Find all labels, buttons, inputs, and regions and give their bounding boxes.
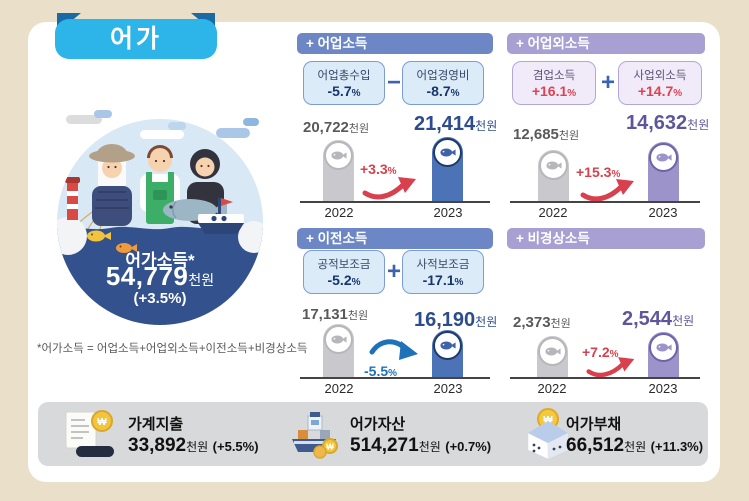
cloud-icon	[216, 128, 250, 138]
curr-year-value: 16,190천원	[414, 309, 498, 331]
footer-item-fishery-assets: 어가자산 514,271천원 (+0.7%)	[350, 416, 492, 456]
fish-icon	[539, 151, 568, 180]
hero-income-change: (+3.5%)	[133, 290, 187, 307]
prev-year-value: 12,685천원	[513, 126, 580, 143]
footer-stats-bar	[38, 402, 708, 466]
plus-operator: +	[600, 69, 615, 96]
bar-2023	[648, 332, 679, 378]
year-label: 2023	[433, 381, 463, 396]
year-label: 2022	[324, 381, 354, 396]
axis-baseline	[300, 377, 490, 379]
change-rate: +3.3%	[360, 161, 397, 177]
section-title-transfer-income: + 이전소득	[297, 228, 493, 249]
bar-2022	[323, 140, 354, 202]
cloud-icon	[66, 115, 102, 124]
year-label: 2023	[648, 381, 678, 396]
trend-up-arrow-icon	[362, 177, 416, 200]
prev-year-value: 20,722천원	[303, 119, 370, 136]
factor-box: 사적보조금 -17.1%	[402, 250, 484, 294]
curr-year-value: 2,544천원	[622, 308, 695, 330]
factor-box: 겸업소득 +16.1%	[512, 61, 596, 105]
footer-item-household-expenditure: 가계지출 33,892천원 (+5.5%)	[128, 416, 259, 456]
factor-box: 사업외소득 +14.7%	[618, 61, 702, 105]
boat-icon	[198, 198, 244, 234]
section-title-fishing-income: + 어업소득	[297, 33, 493, 54]
footer-item-fishery-debt: 어가부채 66,512천원 (+11.3%)	[566, 416, 704, 456]
fish-icon	[324, 325, 353, 354]
prev-year-value: 2,373천원	[513, 314, 571, 331]
bar-2022	[323, 324, 354, 378]
bar-2022	[538, 150, 569, 202]
bar-2023	[432, 137, 463, 202]
trend-up-arrow-icon	[586, 357, 635, 378]
change-rate: +7.2%	[582, 344, 619, 360]
factor-box: 어업총수입 -5.7%	[303, 61, 385, 105]
trend-down-arrow-icon	[369, 339, 418, 360]
fish-icon	[649, 143, 678, 172]
fishing-boat-icon: ₩	[292, 412, 338, 459]
hero-income-value: 54,779천원	[105, 261, 215, 291]
fish-icon	[433, 331, 462, 360]
axis-baseline	[300, 201, 490, 203]
sea	[57, 226, 263, 325]
fish-icon	[538, 337, 567, 366]
year-label: 2022	[537, 381, 567, 396]
svg-text:₩: ₩	[543, 415, 553, 426]
section-title-irregular-income: + 비경상소득	[507, 228, 705, 249]
plus-operator: +	[386, 258, 401, 285]
fish-icon	[433, 138, 462, 167]
curr-year-value: 21,414천원	[414, 113, 498, 135]
change-rate: -5.5%	[364, 363, 398, 379]
axis-baseline	[510, 377, 700, 379]
prev-year-value: 17,131천원	[302, 306, 369, 323]
small-fish-icon	[87, 230, 137, 253]
fisher-middle	[140, 145, 180, 224]
fisher-right	[163, 149, 227, 224]
bar-2022	[537, 336, 568, 378]
page-title: 어가	[109, 25, 162, 53]
minus-operator: −	[386, 69, 401, 96]
factor-box: 어업경영비 -8.7%	[402, 61, 484, 105]
fishing-family-illustration	[57, 110, 263, 325]
trend-up-arrow-icon	[580, 179, 634, 202]
hero-income-label: 어가소득*	[125, 251, 195, 270]
bar-2023	[648, 142, 679, 202]
house-coin-icon: ₩	[527, 408, 568, 460]
year-label: 2023	[648, 205, 678, 220]
svg-text:₩: ₩	[97, 417, 107, 428]
fisher-left	[89, 144, 135, 226]
factor-box: 공적보조금 -5.2%	[303, 250, 385, 294]
change-rate: +15.3%	[576, 164, 621, 180]
year-label: 2022	[324, 205, 354, 220]
axis-baseline	[510, 201, 700, 203]
lighthouse-icon	[65, 177, 80, 220]
bar-2023	[432, 330, 463, 378]
year-label: 2023	[433, 205, 463, 220]
fish-icon	[324, 141, 353, 170]
section-title-non-fishing-income: + 어업외소득	[507, 33, 705, 54]
svg-text:₩: ₩	[326, 443, 334, 452]
title-ribbon	[55, 13, 217, 59]
year-label: 2022	[538, 205, 568, 220]
receipt-coin-icon: ₩	[65, 410, 114, 457]
fish-icon	[649, 333, 678, 362]
income-formula-footnote: *어가소득 = 어업소득+어업외소득+이전소득+비경상소득	[37, 343, 308, 355]
curr-year-value: 14,632천원	[626, 112, 710, 134]
